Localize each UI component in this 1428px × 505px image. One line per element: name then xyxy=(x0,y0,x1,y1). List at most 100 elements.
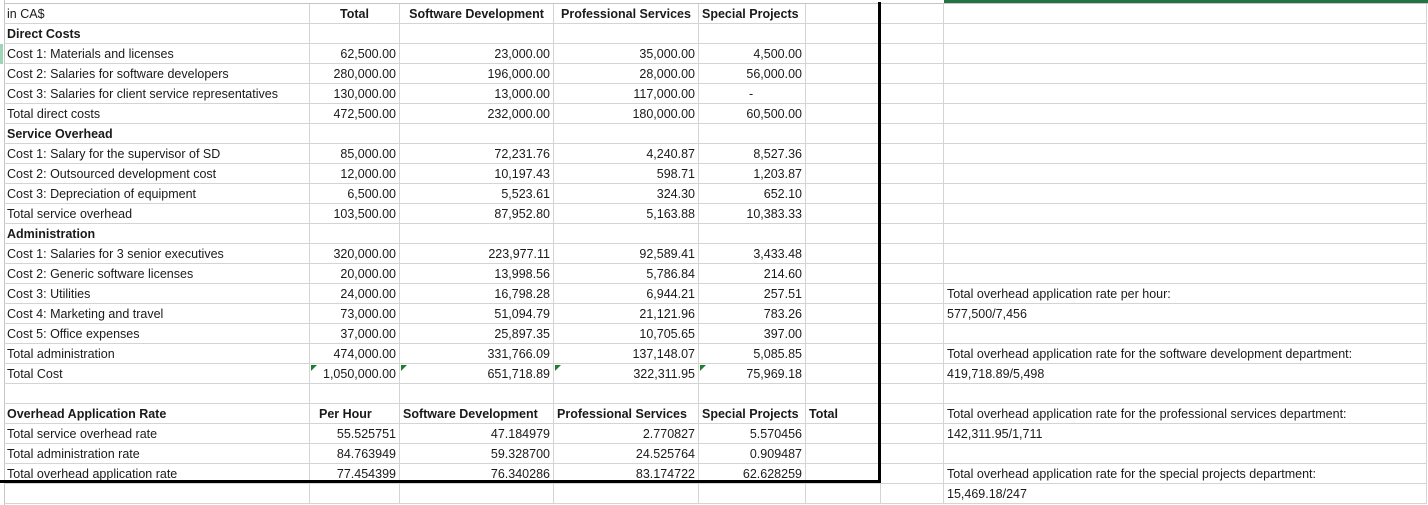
row-label[interactable]: Total administration xyxy=(4,344,310,364)
value-special-projects[interactable]: 60,500.00 xyxy=(699,104,806,124)
empty-cell[interactable] xyxy=(310,484,400,504)
empty-cell[interactable] xyxy=(806,184,881,204)
value-software-development[interactable]: 23,000.00 xyxy=(400,44,554,64)
value-professional-services[interactable]: 5,163.88 xyxy=(554,204,699,224)
value-special-projects[interactable]: 257.51 xyxy=(699,284,806,304)
value-special-projects[interactable]: 75,969.18 xyxy=(699,364,806,384)
value-professional-services[interactable]: 83.174722 xyxy=(554,464,699,484)
empty-cell[interactable] xyxy=(944,184,1427,204)
empty-cell[interactable] xyxy=(400,484,554,504)
empty-cell[interactable] xyxy=(400,24,554,44)
col-header-special-projects[interactable]: Special Projects xyxy=(699,404,806,424)
empty-cell[interactable] xyxy=(806,284,881,304)
empty-cell[interactable] xyxy=(881,404,944,424)
empty-cell[interactable] xyxy=(944,264,1427,284)
value-total[interactable]: 103,500.00 xyxy=(310,204,400,224)
empty-cell[interactable] xyxy=(944,104,1427,124)
empty-cell[interactable] xyxy=(806,84,881,104)
value-total[interactable]: 37,000.00 xyxy=(310,324,400,344)
section-title[interactable]: Service Overhead xyxy=(4,124,310,144)
value-total[interactable]: 62,500.00 xyxy=(310,44,400,64)
value-total[interactable]: 12,000.00 xyxy=(310,164,400,184)
empty-cell[interactable] xyxy=(806,484,881,504)
value-total[interactable]: 85,000.00 xyxy=(310,144,400,164)
rates-title[interactable]: Overhead Application Rate xyxy=(4,404,310,424)
empty-cell[interactable] xyxy=(699,384,806,404)
note-formula[interactable]: 142,311.95/1,711 xyxy=(944,424,1427,444)
empty-cell[interactable] xyxy=(806,204,881,224)
currency-label-cell[interactable]: in CA$ xyxy=(4,4,310,24)
value-software-development[interactable]: 10,197.43 xyxy=(400,164,554,184)
empty-cell[interactable] xyxy=(881,284,944,304)
empty-cell[interactable] xyxy=(400,124,554,144)
empty-cell[interactable] xyxy=(944,204,1427,224)
value-special-projects[interactable]: 10,383.33 xyxy=(699,204,806,224)
empty-cell[interactable] xyxy=(881,464,944,484)
empty-cell[interactable] xyxy=(881,84,944,104)
empty-cell[interactable] xyxy=(881,184,944,204)
empty-cell[interactable] xyxy=(806,224,881,244)
empty-cell[interactable] xyxy=(806,124,881,144)
col-header-total[interactable]: Total xyxy=(806,404,881,424)
empty-cell[interactable] xyxy=(881,164,944,184)
value-software-development[interactable]: 16,798.28 xyxy=(400,284,554,304)
empty-cell[interactable] xyxy=(699,484,806,504)
value-per-hour[interactable]: 84.763949 xyxy=(310,444,400,464)
empty-cell[interactable] xyxy=(944,4,1427,24)
empty-cell[interactable] xyxy=(806,144,881,164)
empty-cell[interactable] xyxy=(881,344,944,364)
row-label[interactable]: Cost 1: Salaries for 3 senior executives xyxy=(4,244,310,264)
empty-cell[interactable] xyxy=(554,224,699,244)
value-software-development[interactable]: 651,718.89 xyxy=(400,364,554,384)
col-header-professional-services[interactable]: Professional Services xyxy=(554,4,699,24)
empty-cell[interactable] xyxy=(881,224,944,244)
value-professional-services[interactable]: 137,148.07 xyxy=(554,344,699,364)
empty-cell[interactable] xyxy=(881,304,944,324)
value-per-hour[interactable]: 77.454399 xyxy=(310,464,400,484)
col-header-software-development[interactable]: Software Development xyxy=(400,404,554,424)
value-per-hour[interactable]: 55.525751 xyxy=(310,424,400,444)
value-professional-services[interactable]: 28,000.00 xyxy=(554,64,699,84)
empty-cell[interactable] xyxy=(881,204,944,224)
value-total[interactable]: 474,000.00 xyxy=(310,344,400,364)
empty-cell[interactable] xyxy=(881,64,944,84)
value-special-projects[interactable]: 5.570456 xyxy=(699,424,806,444)
row-label[interactable]: Cost 3: Depreciation of equipment xyxy=(4,184,310,204)
value-total[interactable]: 1,050,000.00 xyxy=(310,364,400,384)
empty-cell[interactable] xyxy=(806,384,881,404)
value-professional-services[interactable]: 180,000.00 xyxy=(554,104,699,124)
empty-cell[interactable] xyxy=(944,24,1427,44)
empty-cell[interactable] xyxy=(881,424,944,444)
note-formula[interactable]: 577,500/7,456 xyxy=(944,304,1427,324)
value-professional-services[interactable]: 21,121.96 xyxy=(554,304,699,324)
empty-cell[interactable] xyxy=(554,24,699,44)
value-special-projects[interactable]: - xyxy=(699,84,806,104)
empty-cell[interactable] xyxy=(881,104,944,124)
error-indicator-icon[interactable] xyxy=(555,365,561,371)
empty-cell[interactable] xyxy=(881,484,944,504)
empty-cell[interactable] xyxy=(806,324,881,344)
value-special-projects[interactable]: 214.60 xyxy=(699,264,806,284)
value-professional-services[interactable]: 10,705.65 xyxy=(554,324,699,344)
row-label[interactable]: Cost 3: Salaries for client service repr… xyxy=(4,84,310,104)
empty-cell[interactable] xyxy=(806,344,881,364)
row-label[interactable]: Total administration rate xyxy=(4,444,310,464)
value-software-development[interactable]: 196,000.00 xyxy=(400,64,554,84)
value-total[interactable]: 73,000.00 xyxy=(310,304,400,324)
note-label[interactable]: Total overhead application rate for the … xyxy=(944,464,1427,484)
value-special-projects[interactable]: 62.628259 xyxy=(699,464,806,484)
row-label[interactable]: Cost 2: Salaries for software developers xyxy=(4,64,310,84)
value-software-development[interactable]: 51,094.79 xyxy=(400,304,554,324)
value-software-development[interactable]: 59.328700 xyxy=(400,444,554,464)
empty-cell[interactable] xyxy=(806,244,881,264)
value-total[interactable]: 20,000.00 xyxy=(310,264,400,284)
note-label[interactable]: Total overhead application rate for the … xyxy=(944,404,1427,424)
empty-cell[interactable] xyxy=(310,384,400,404)
value-software-development[interactable]: 331,766.09 xyxy=(400,344,554,364)
value-software-development[interactable]: 25,897.35 xyxy=(400,324,554,344)
value-special-projects[interactable]: 8,527.36 xyxy=(699,144,806,164)
value-professional-services[interactable]: 322,311.95 xyxy=(554,364,699,384)
row-label[interactable]: Total service overhead rate xyxy=(4,424,310,444)
value-professional-services[interactable]: 4,240.87 xyxy=(554,144,699,164)
empty-cell[interactable] xyxy=(806,304,881,324)
